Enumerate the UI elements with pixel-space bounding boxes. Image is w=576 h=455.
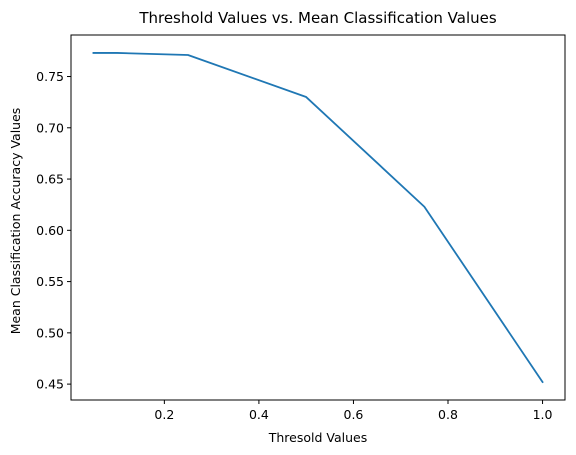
chart-title: Threshold Values vs. Mean Classification…: [138, 9, 497, 27]
series-line-0: [92, 52, 544, 384]
x-tick-label: 0.8: [438, 407, 458, 422]
y-tick-label: 0.70: [36, 120, 64, 135]
plot-area: [70, 34, 566, 401]
x-axis-label: Thresold Values: [268, 430, 368, 445]
y-axis: 0.45 0.50 0.55 0.60 0.65 0.70 0.75: [36, 69, 71, 392]
x-axis: 0.2 0.4 0.6 0.8 1.0: [154, 400, 553, 422]
x-tick-label: 0.2: [154, 407, 174, 422]
x-tick-label: 1.0: [533, 407, 553, 422]
y-tick-label: 0.75: [36, 69, 64, 84]
x-tick-label: 0.4: [249, 407, 269, 422]
y-tick-label: 0.45: [36, 377, 64, 392]
y-tick-label: 0.60: [36, 223, 64, 238]
plot-frame: [70, 34, 566, 401]
y-axis-label: Mean Classification Accuracy Values: [8, 108, 23, 335]
y-tick-label: 0.65: [36, 172, 64, 187]
y-tick-label: 0.50: [36, 325, 64, 340]
y-tick-label: 0.55: [36, 274, 64, 289]
x-tick-label: 0.6: [344, 407, 364, 422]
